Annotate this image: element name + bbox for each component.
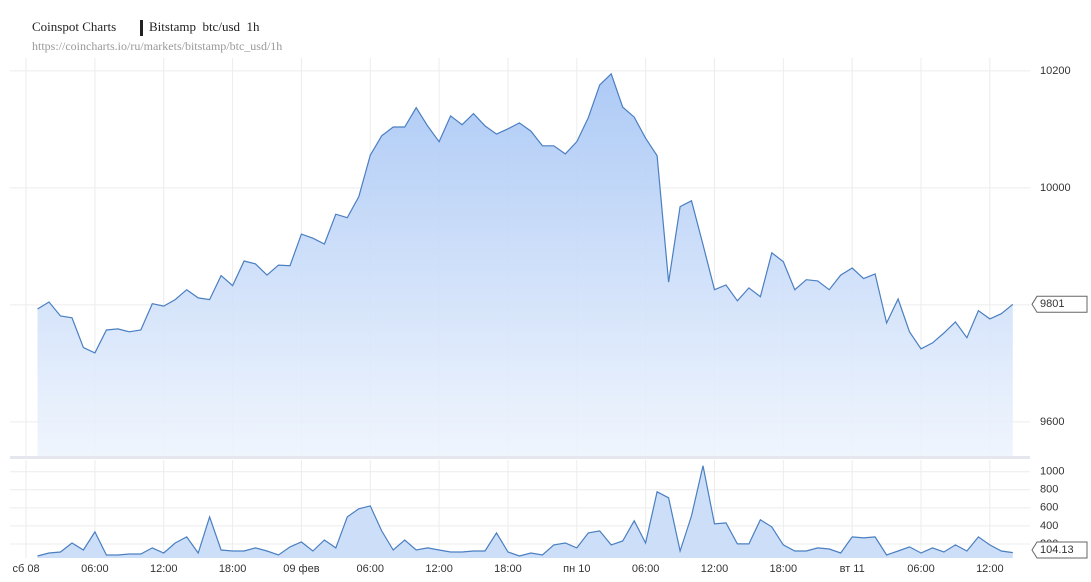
y-tick-label: 9600 xyxy=(1040,416,1064,428)
x-tick-label: вт 11 xyxy=(840,563,865,575)
last-value-box xyxy=(1031,541,1088,559)
x-tick-label: 12:00 xyxy=(150,563,178,575)
last-value-box xyxy=(1031,295,1088,313)
x-tick-label: 18:00 xyxy=(494,563,522,575)
x-tick-label: 06:00 xyxy=(632,563,660,575)
y-tick-label: 1000 xyxy=(1040,466,1064,478)
volume-panel: сб 08 06:00 12:00 18:00 09 фев 06:00 12:00 18:0… xyxy=(10,460,1088,575)
last-value-label: 104.13 xyxy=(1040,544,1074,556)
y-tick-label: 10000 xyxy=(1040,182,1071,194)
last-value-label: 9801 xyxy=(1040,298,1064,310)
source-url: https://coincharts.io/ru/markets/bitstam… xyxy=(32,39,282,53)
separator xyxy=(140,20,143,36)
chart-subtitle: Bitstamp btc/usd 1h xyxy=(149,19,260,34)
x-tick-label: 06:00 xyxy=(81,563,109,575)
x-tick-label: сб 08 xyxy=(13,563,40,575)
y-tick-label: 10200 xyxy=(1040,65,1071,77)
x-tick-label: 12:00 xyxy=(976,563,1004,575)
x-tick-label: пн 10 xyxy=(563,563,590,575)
x-tick-label: 18:00 xyxy=(770,563,798,575)
x-tick-label: 06:00 xyxy=(357,563,385,575)
line xyxy=(37,72,1014,354)
y-tick-label: 800 xyxy=(1040,484,1058,496)
line xyxy=(37,465,1013,557)
y-tick-label: 600 xyxy=(1040,502,1058,514)
price-panel: 9600980010000102009801 xyxy=(10,58,1088,458)
y-tick-label: 400 xyxy=(1040,520,1058,532)
area-fill xyxy=(37,465,1013,558)
x-tick-label: 12:00 xyxy=(425,563,453,575)
x-tick-label: 18:00 xyxy=(219,563,247,575)
x-tick-label: 12:00 xyxy=(701,563,729,575)
chart-title: Coinspot Charts xyxy=(32,19,116,34)
area-fill xyxy=(37,73,1013,458)
panel-divider xyxy=(10,456,1030,459)
x-tick-label: 06:00 xyxy=(907,563,935,575)
x-tick-label: 09 фев xyxy=(283,563,319,575)
